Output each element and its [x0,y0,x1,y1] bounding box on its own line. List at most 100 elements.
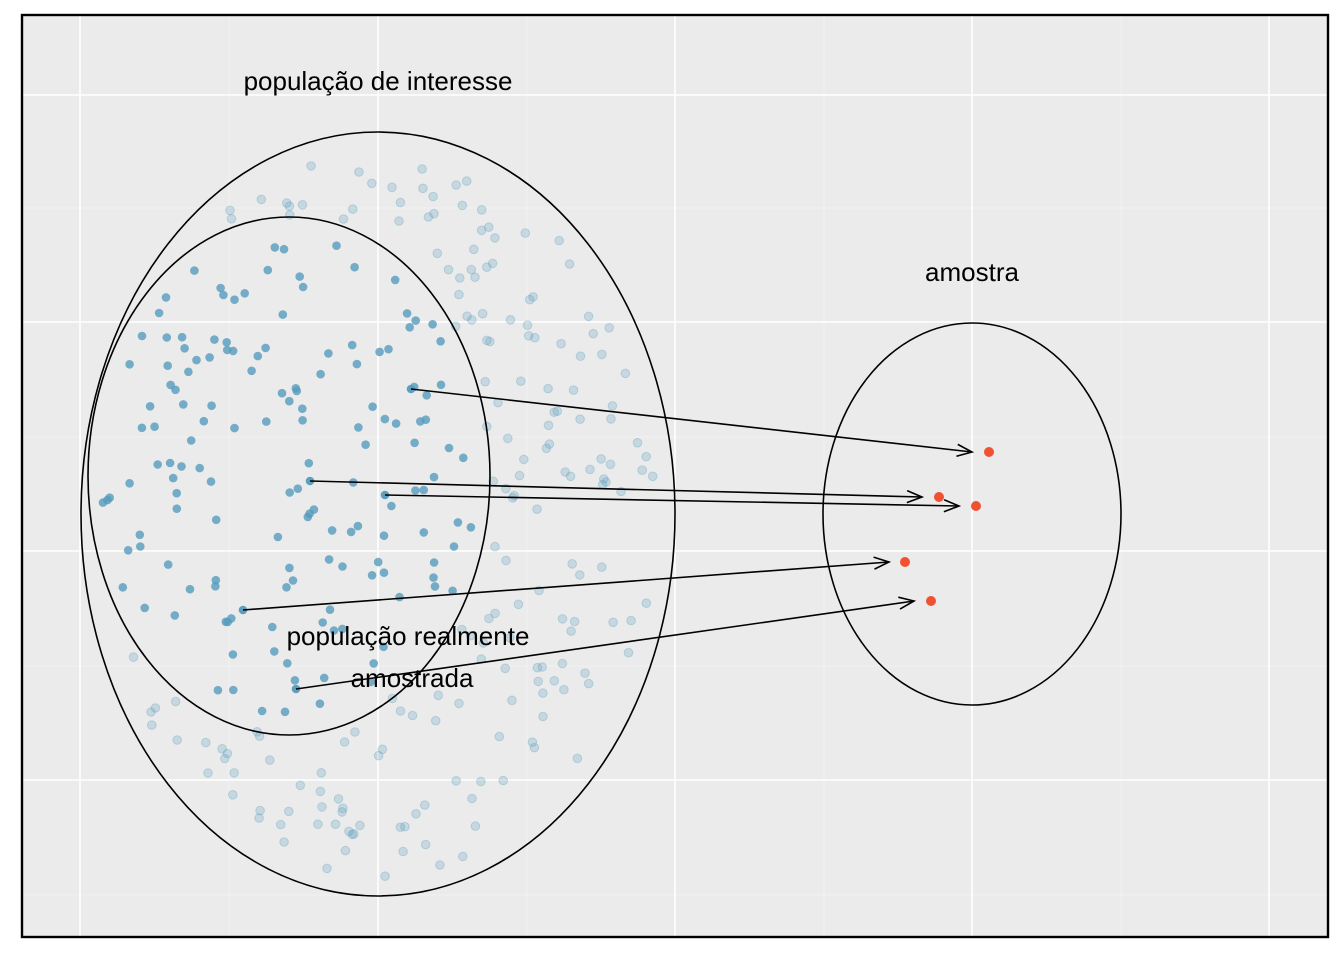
sampled-population-point [184,367,193,377]
population-point [480,376,491,387]
sampled-population-point [405,323,415,332]
sampled-population-point [369,659,379,668]
sampled-population-point [352,359,362,369]
population-point [322,863,332,874]
population-point [348,204,358,214]
sampled-population-point [448,586,457,596]
population-point [228,790,238,800]
sampling-arrows [238,384,972,694]
population-point [490,608,500,619]
population-point [455,273,465,283]
population-point [543,420,554,431]
sampled-population-point [298,416,307,425]
sampled-population-point [190,266,199,275]
sampled-population-point [350,262,359,272]
sampled-population-point [354,423,363,432]
population-point [432,248,443,259]
population-point [418,183,428,194]
sampled-population-point [168,473,178,483]
population-point [217,744,227,754]
population-point [525,294,535,305]
population-point [172,735,182,745]
population-point [549,407,560,418]
population-point [317,802,327,812]
population-point [647,471,658,482]
population-point [564,259,575,269]
population-point [532,504,542,515]
population-point [507,695,517,706]
population-point [490,233,500,243]
sampled-population-point [444,443,454,453]
sampled-population-point [316,369,325,379]
sampled-population-point [253,351,263,361]
sampled-population-point [416,417,425,426]
sampled-population-point [430,582,440,591]
population-point [400,821,410,832]
sampled-population-point [419,485,429,495]
sampled-population-point [277,388,287,398]
population-point [407,710,418,721]
population-point [597,562,607,572]
population-point [284,201,295,211]
population-point [338,803,348,814]
population-point [344,826,354,837]
population-point [275,819,286,830]
population-point [443,264,454,275]
population-point [411,809,421,819]
sampled-population-label-line2: amostrada [351,663,474,693]
population-point [333,794,344,804]
population-point [575,570,585,580]
sampled-population-ellipse [87,216,491,736]
population-point [150,703,161,713]
sampled-population-point [125,360,134,369]
population-point [255,805,265,816]
sampled-population-point [228,346,238,356]
sampled-population-point [384,344,393,354]
sampled-population-point [411,486,420,495]
population-point [533,676,544,687]
population-point [387,182,397,193]
population-point [575,414,585,425]
sampled-population-point [346,527,356,537]
population-point [607,401,618,411]
sample-points [900,447,994,606]
population-point [226,214,237,224]
population-point [485,336,495,347]
population-point [420,800,430,810]
sampled-population-point [270,647,279,656]
population-point [585,464,595,475]
population-point [147,720,157,730]
population-point [256,194,267,205]
population-point [527,737,538,748]
sampled-population-point [402,309,412,318]
population-point [466,630,476,641]
population-point [572,753,583,764]
sampled-population-point [161,293,171,302]
population-point [254,813,264,823]
population-point [498,775,509,786]
sampled-population-point [145,402,155,411]
population-point [477,308,488,319]
sampled-population-point [459,453,468,463]
sampled-population-point [162,333,172,342]
population-point [451,776,462,786]
population-point [428,191,438,202]
sampled-population-point [449,542,459,551]
sampled-population-point [466,523,476,532]
sampled-population-point [150,422,159,432]
population-of-interest-ellipse [80,131,676,897]
sampled-population-point [285,488,295,497]
sampled-population-point [247,366,256,376]
sampled-population-point [103,495,112,505]
sampled-population-point [195,463,204,473]
sampled-population-point [172,488,181,498]
sampled-population-point [211,575,221,585]
population-point [457,624,467,635]
population-point [423,212,434,222]
population-point [520,228,531,238]
sampled-population-point [347,340,357,350]
sampled-population-point [273,532,283,542]
sampled-population-point [353,521,363,531]
population-point [566,626,576,636]
population-point [623,647,634,658]
